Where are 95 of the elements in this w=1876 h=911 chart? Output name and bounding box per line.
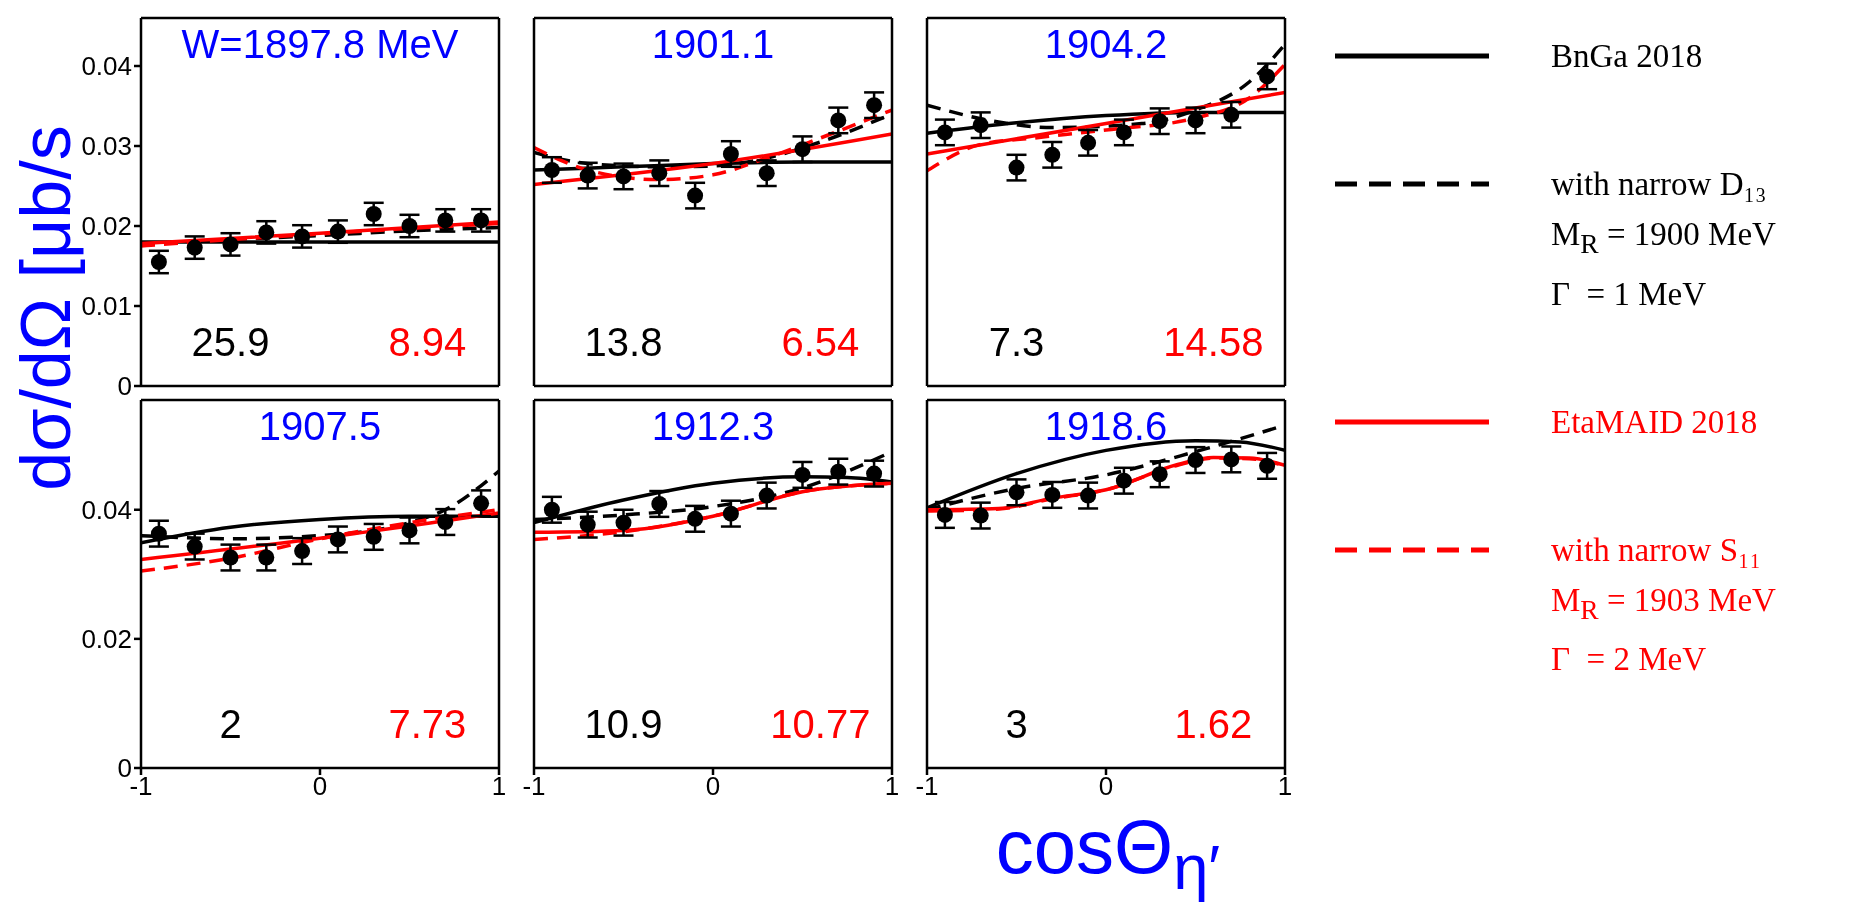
point xyxy=(1259,457,1276,474)
point xyxy=(1044,486,1061,503)
x-tick-label: 0 xyxy=(705,771,721,802)
annotation: 2 xyxy=(219,701,242,747)
point xyxy=(365,206,382,222)
y-tick-label: 0 xyxy=(117,371,132,402)
annotation: 1.62 xyxy=(1174,701,1253,747)
y-tick-label: 0.04 xyxy=(81,51,132,82)
annotation: 14.58 xyxy=(1163,319,1264,365)
point xyxy=(294,228,311,245)
point xyxy=(758,487,775,504)
point xyxy=(543,501,560,518)
point xyxy=(473,212,490,229)
point xyxy=(222,236,239,253)
chart-title: 1907.5 xyxy=(257,404,383,449)
point xyxy=(972,117,989,134)
annotation: 10.77 xyxy=(770,701,871,747)
point xyxy=(186,538,203,555)
point xyxy=(579,167,596,184)
legend-label: with narrow D₁₃ M$_{R}$ = 1900 MeV Γ = 1 MeV xyxy=(1551,165,1776,314)
annotation: 25.9 xyxy=(191,319,270,365)
point xyxy=(651,495,668,512)
point xyxy=(615,514,632,531)
point xyxy=(936,124,953,141)
point xyxy=(401,522,418,539)
annotation: 13.8 xyxy=(584,319,663,365)
chart-title: 1918.6 xyxy=(1043,404,1169,449)
point xyxy=(1008,484,1025,501)
point xyxy=(1151,466,1168,483)
x-tick-label: -1 xyxy=(915,771,939,802)
point xyxy=(615,168,632,185)
point xyxy=(866,97,883,114)
point xyxy=(258,549,275,566)
point xyxy=(830,463,847,480)
x-tick-label: 1 xyxy=(491,771,507,802)
point xyxy=(1187,452,1204,469)
y-tick-label: 0.02 xyxy=(81,624,132,655)
point xyxy=(401,218,418,234)
point xyxy=(222,549,239,566)
point xyxy=(1115,124,1132,141)
annotation: 3 xyxy=(1005,701,1028,747)
point xyxy=(294,543,311,560)
point xyxy=(687,187,704,204)
point xyxy=(473,495,490,512)
point xyxy=(1259,68,1276,85)
legend-label: EtaMAID 2018 xyxy=(1551,402,1758,442)
point xyxy=(1187,112,1204,129)
point xyxy=(1008,159,1025,176)
point xyxy=(365,528,382,545)
point xyxy=(1223,106,1240,123)
point xyxy=(543,162,560,178)
point xyxy=(866,465,883,482)
point xyxy=(794,141,811,158)
point xyxy=(830,112,847,129)
chart-title: W=1897.8 MeV xyxy=(180,22,460,67)
point xyxy=(758,165,775,182)
point xyxy=(722,146,739,162)
legend-label: BnGa 2018 xyxy=(1551,37,1703,76)
annotation: 6.54 xyxy=(781,319,860,365)
x-axis-title: cosΘ$_{η′}$ xyxy=(995,803,1221,904)
point xyxy=(794,466,811,483)
chart-title: 1904.2 xyxy=(1043,22,1169,67)
point xyxy=(1044,146,1061,163)
point xyxy=(651,165,668,182)
x-tick-label: 1 xyxy=(1277,771,1293,802)
x-tick-label: 0 xyxy=(1098,771,1114,802)
point xyxy=(1080,487,1097,504)
point xyxy=(437,212,454,229)
y-tick-label: 0.04 xyxy=(81,494,132,525)
annotation: 10.9 xyxy=(584,701,663,747)
x-tick-label: -1 xyxy=(522,771,546,802)
chart-title: 1912.3 xyxy=(650,404,776,449)
x-tick-label: 0 xyxy=(312,771,328,802)
point xyxy=(329,531,346,548)
point xyxy=(329,223,346,240)
point xyxy=(186,239,203,256)
annotation: 7.73 xyxy=(388,701,467,747)
point xyxy=(1223,451,1240,468)
point xyxy=(972,507,989,524)
annotation: 7.3 xyxy=(988,319,1045,365)
point xyxy=(1151,113,1168,130)
point xyxy=(150,254,167,270)
point xyxy=(722,505,739,522)
annotation: 8.94 xyxy=(388,319,467,365)
x-tick-label: 1 xyxy=(884,771,900,802)
point xyxy=(936,506,953,523)
legend-label: with narrow S₁₁ M$_{R}$ = 1903 MeV Γ = 2 MeV xyxy=(1551,530,1776,680)
point xyxy=(687,510,704,527)
point xyxy=(1115,472,1132,489)
point xyxy=(437,514,454,531)
point xyxy=(1080,134,1097,151)
point xyxy=(579,516,596,533)
chart-title: 1901.1 xyxy=(650,22,776,67)
point xyxy=(258,224,275,241)
point xyxy=(150,525,167,542)
